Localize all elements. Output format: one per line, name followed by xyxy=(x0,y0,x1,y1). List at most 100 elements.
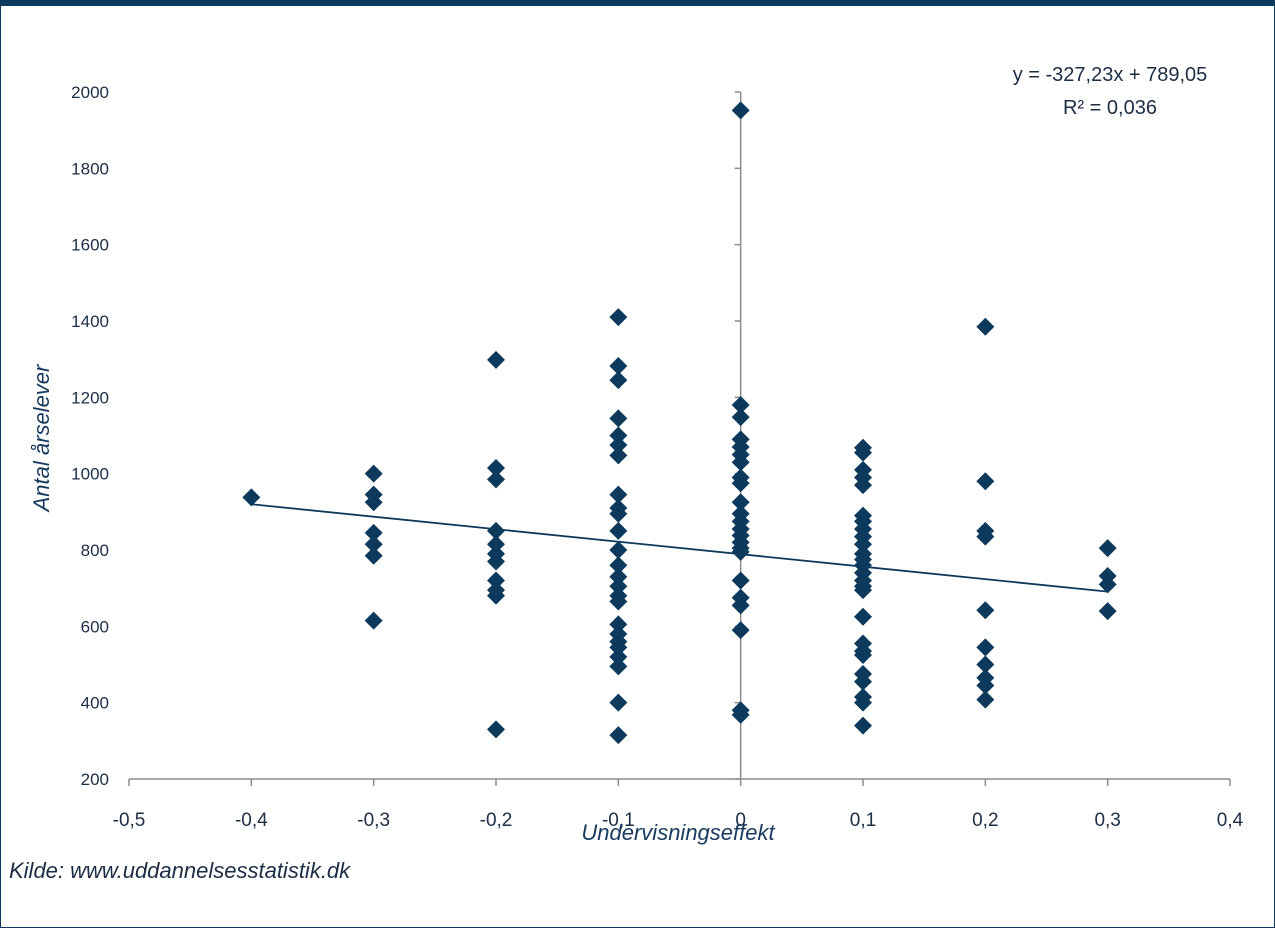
x-tick-label: 0,1 xyxy=(850,810,876,831)
y-tick-label: 400 xyxy=(81,694,109,713)
data-point xyxy=(854,607,872,626)
data-point xyxy=(609,726,628,745)
y-tick-label: 1200 xyxy=(71,388,109,407)
data-point xyxy=(609,657,628,676)
data-point xyxy=(487,571,505,590)
y-tick-label: 1600 xyxy=(71,236,109,255)
data-point xyxy=(854,581,872,600)
data-point xyxy=(976,317,995,336)
x-tick-label: -0,2 xyxy=(480,810,513,831)
data-point xyxy=(487,720,505,739)
x-tick-label: -0,1 xyxy=(602,810,635,831)
data-point xyxy=(609,541,628,559)
axes: -0,5 -0,4 -0,3 -0,2 -0,1 0 0,1 0,2 0,3 0,4 200 400… xyxy=(71,83,1243,831)
data-point xyxy=(976,472,995,491)
data-point xyxy=(731,395,750,414)
data-point xyxy=(731,474,750,493)
y-tick-label: 600 xyxy=(81,617,109,636)
data-point xyxy=(609,504,628,523)
x-tick-label: -0,3 xyxy=(357,810,390,831)
data-point xyxy=(609,485,628,504)
data-point xyxy=(976,676,995,695)
data-point xyxy=(364,546,383,565)
data-points xyxy=(242,101,1117,745)
data-point xyxy=(609,647,628,666)
data-point xyxy=(854,443,872,462)
data-point xyxy=(242,488,261,507)
data-point xyxy=(731,453,750,472)
data-point xyxy=(609,308,628,327)
data-point xyxy=(364,493,383,512)
data-point xyxy=(731,596,750,615)
data-point xyxy=(854,535,872,554)
data-point xyxy=(854,645,872,664)
data-point xyxy=(731,621,750,640)
data-point xyxy=(1098,602,1117,621)
data-point xyxy=(609,592,628,611)
y-ticks: 200 400 600 800 1000 1200 1400 1600 1800 2000 xyxy=(71,83,741,789)
data-point xyxy=(731,493,750,512)
data-point xyxy=(976,690,995,709)
data-point xyxy=(731,101,750,120)
data-point xyxy=(731,408,750,427)
data-point xyxy=(854,716,872,735)
data-point xyxy=(364,523,383,542)
data-point xyxy=(1098,539,1117,558)
x-tick-label: -0,5 xyxy=(113,810,146,831)
data-point xyxy=(364,611,383,630)
data-point xyxy=(487,458,505,477)
data-point xyxy=(609,371,628,390)
x-axis-title: Undervisningseffekt xyxy=(581,820,775,845)
data-point xyxy=(976,601,995,620)
data-point xyxy=(731,705,750,724)
data-point xyxy=(609,521,628,540)
x-tick-label: 0,4 xyxy=(1217,810,1244,831)
data-point xyxy=(609,638,628,657)
y-axis-title: Antal årselever xyxy=(29,363,54,513)
data-point xyxy=(609,357,628,376)
y-tick-label: 1000 xyxy=(71,465,109,484)
data-point xyxy=(487,470,505,489)
data-point xyxy=(609,615,628,634)
x-tick-label: 0 xyxy=(735,810,746,831)
x-ticks: -0,5 -0,4 -0,3 -0,2 -0,1 0 0,1 0,2 0,3 0,4 xyxy=(113,779,1244,831)
y-tick-label: 1400 xyxy=(71,312,109,331)
r-squared-label: R² = 0,036 xyxy=(1063,97,1157,119)
data-point xyxy=(976,655,995,674)
x-tick-label: 0,3 xyxy=(1094,810,1120,831)
data-point xyxy=(609,577,628,596)
data-point xyxy=(1098,575,1117,594)
data-point xyxy=(609,567,628,586)
source-note: Kilde: www.uddannelsesstatistik.dk xyxy=(9,858,351,883)
trendline xyxy=(251,503,1108,593)
data-point xyxy=(487,552,505,571)
data-point xyxy=(976,638,995,657)
data-point xyxy=(731,571,750,590)
data-point xyxy=(609,556,628,575)
data-point xyxy=(487,350,505,369)
trendline-equation: y = -327,23x + 789,05 xyxy=(1013,64,1208,86)
scatter-chart: -0,5 -0,4 -0,3 -0,2 -0,1 0 0,1 0,2 0,3 0,4 200 400… xyxy=(9,64,1244,883)
data-point xyxy=(731,542,750,561)
data-point xyxy=(609,426,628,445)
y-tick-label: 2000 xyxy=(71,83,109,102)
data-point xyxy=(854,476,872,495)
data-point xyxy=(609,409,628,428)
data-point xyxy=(364,535,383,554)
y-tick-label: 800 xyxy=(81,541,109,560)
data-point xyxy=(976,527,995,546)
data-point xyxy=(609,693,628,712)
data-point xyxy=(854,672,872,691)
data-point xyxy=(487,535,505,554)
data-point xyxy=(854,693,872,712)
data-point xyxy=(609,446,628,465)
x-tick-label: 0,2 xyxy=(972,810,998,831)
data-point xyxy=(487,521,505,540)
data-point xyxy=(364,464,383,483)
x-tick-label: -0,4 xyxy=(235,810,268,831)
y-tick-label: 1800 xyxy=(71,159,109,178)
data-point xyxy=(487,586,505,605)
data-point xyxy=(609,436,628,455)
y-tick-label: 200 xyxy=(81,770,109,789)
